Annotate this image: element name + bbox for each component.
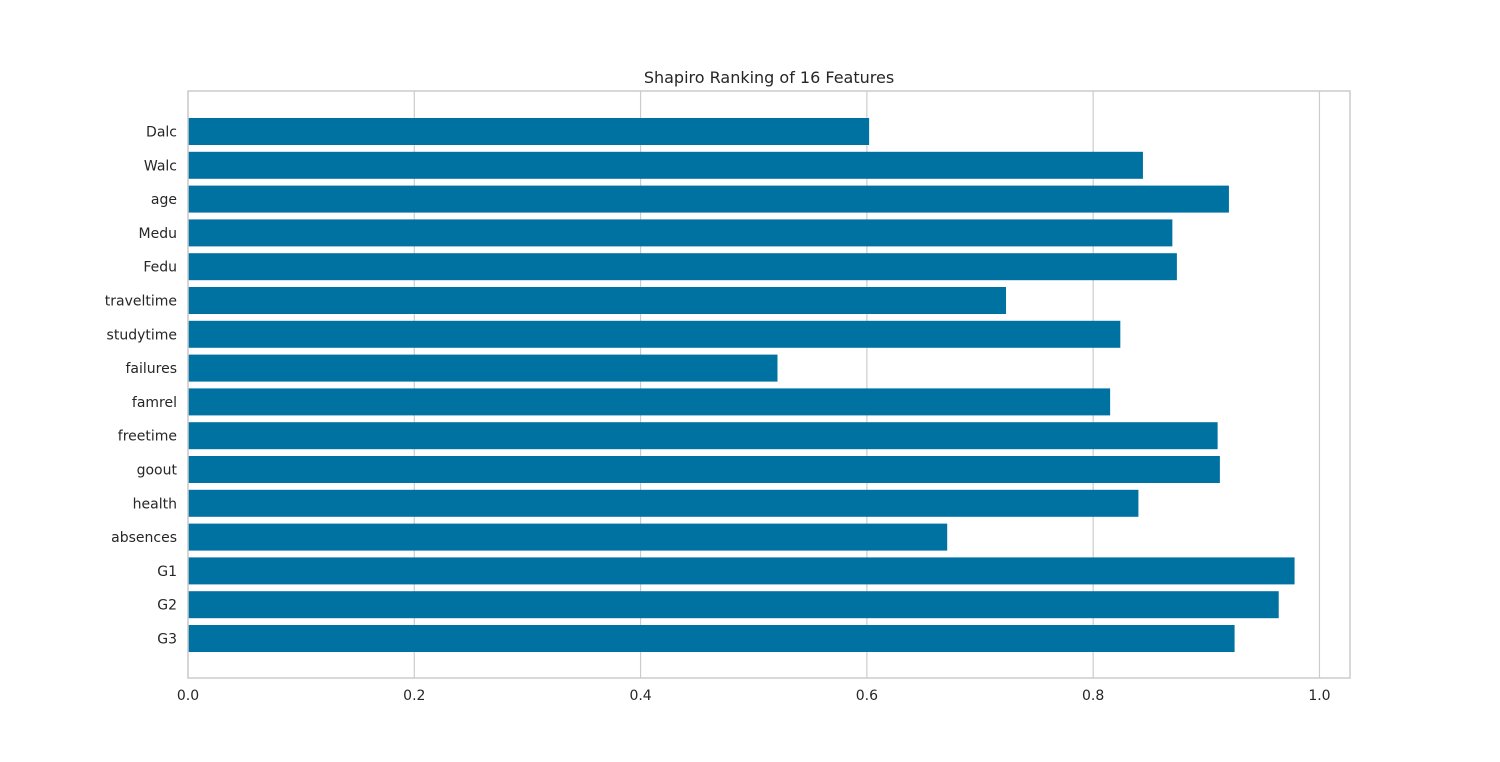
bar-famrel (188, 388, 1111, 416)
y-category-label: G2 (157, 598, 177, 614)
bars (188, 118, 1295, 652)
y-category-label: freetime (118, 429, 177, 445)
bar-traveltime (188, 287, 1007, 314)
x-tick-label: 1.0 (1308, 688, 1330, 704)
y-category-label: traveltime (105, 294, 177, 310)
bar-walc (188, 151, 1143, 179)
x-tick-label: 0.4 (629, 688, 651, 704)
y-category-label: studytime (107, 327, 177, 343)
x-axis-ticks: 0.0 0.2 0.4 0.6 0.8 1.0 (177, 688, 1331, 704)
y-category-label: health (133, 496, 177, 512)
bar-g2 (188, 591, 1279, 619)
y-category-label: Walc (144, 158, 177, 174)
y-category-label: famrel (132, 395, 177, 411)
y-category-label: failures (125, 361, 177, 377)
plot-frame (187, 90, 1351, 679)
bar-studytime (188, 320, 1121, 348)
y-category-label: G3 (157, 632, 177, 648)
bar-health (188, 489, 1139, 517)
y-category-label: Dalc (146, 125, 177, 141)
bar-goout (188, 456, 1220, 483)
y-category-label: G1 (157, 564, 177, 580)
bar-absences (188, 523, 948, 551)
y-category-label: Medu (139, 226, 177, 242)
bar-g3 (188, 625, 1235, 652)
y-category-label: age (151, 192, 177, 208)
bar-age (188, 185, 1229, 213)
y-category-label: Fedu (143, 260, 177, 276)
x-tick-label: 0.0 (177, 688, 199, 704)
x-tick-label: 0.8 (1082, 688, 1104, 704)
chart-title: Shapiro Ranking of 16 Features (644, 68, 894, 87)
bar-medu (188, 219, 1173, 247)
bar-fedu (188, 253, 1177, 281)
bar-g1 (188, 557, 1295, 585)
x-tick-label: 0.2 (403, 688, 425, 704)
bar-freetime (188, 422, 1218, 450)
y-axis-categories: Dalc Walc age Medu Fedu traveltime studytime fa… (105, 125, 178, 648)
y-category-label: goout (137, 463, 178, 479)
bar-failures (188, 354, 778, 382)
bar-dalc (188, 118, 870, 145)
y-category-label: absences (111, 530, 177, 546)
x-tick-label: 0.6 (856, 688, 878, 704)
